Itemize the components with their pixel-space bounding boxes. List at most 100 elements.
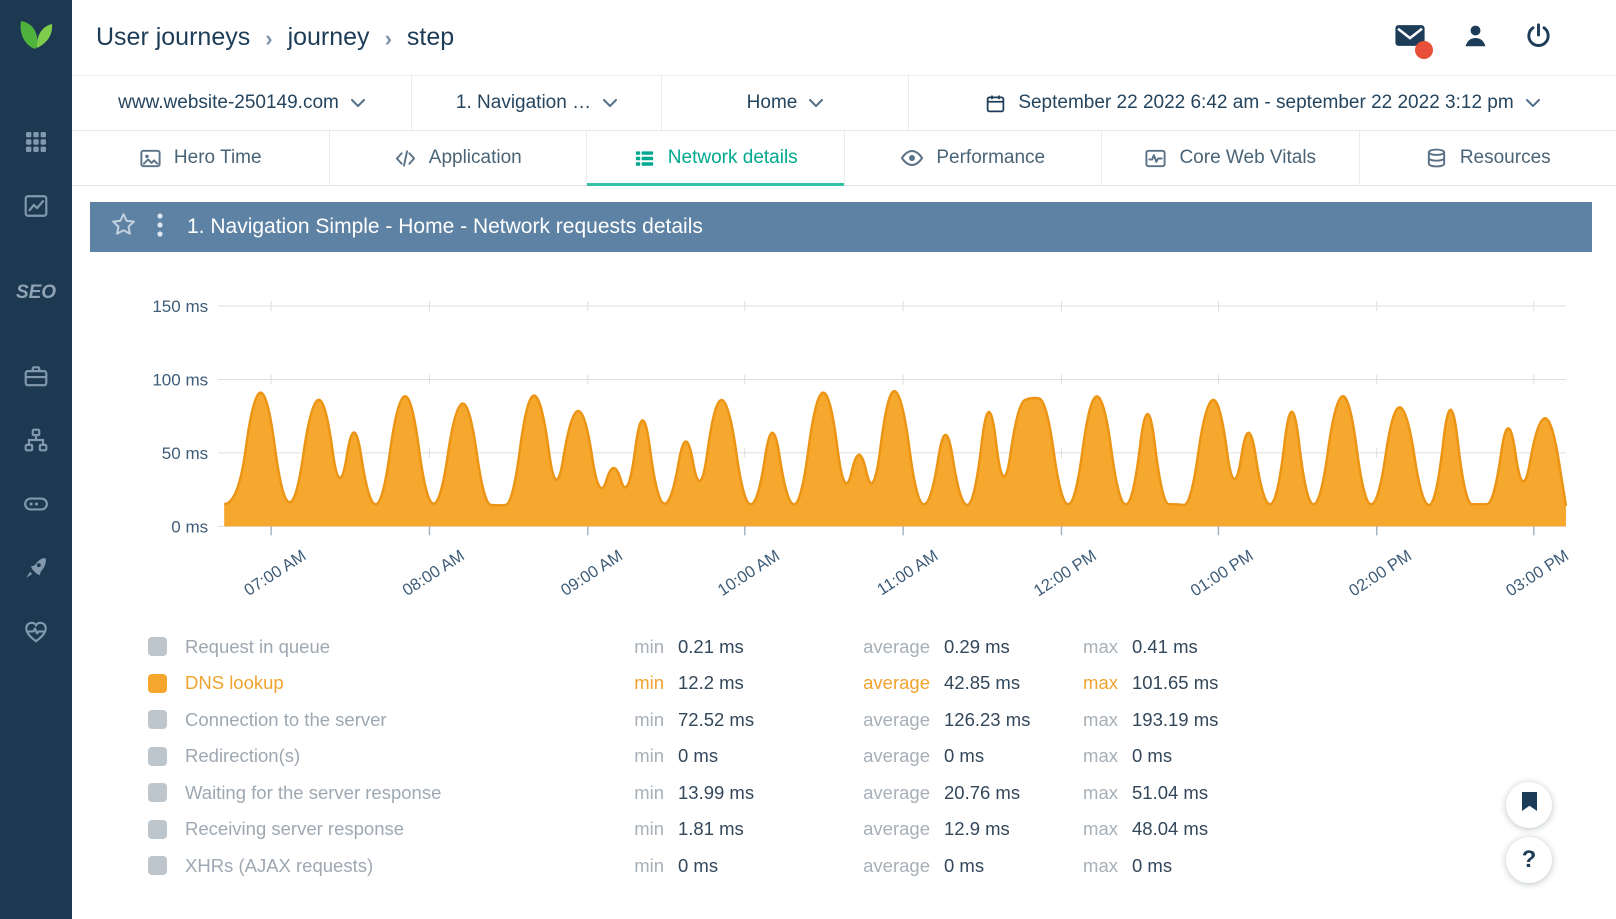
code-icon xyxy=(394,147,417,170)
series-label[interactable]: Connection to the server xyxy=(185,708,387,730)
svg-text:150 ms: 150 ms xyxy=(152,297,208,316)
average-value: 42.85 ms xyxy=(944,672,1021,694)
apps-grid-icon xyxy=(24,130,48,159)
sidebar-item-analytics[interactable] xyxy=(22,194,50,222)
series-label[interactable]: Receiving server response xyxy=(185,818,405,840)
max-value: 48.04 ms xyxy=(1132,818,1209,840)
max-label: max xyxy=(1083,635,1118,657)
tab-resources[interactable]: Resources xyxy=(1360,131,1616,185)
breadcrumb: User journeys › journey › step xyxy=(96,23,454,52)
sidebar-item-health[interactable] xyxy=(22,620,50,648)
series-toggle[interactable] xyxy=(148,710,167,730)
breadcrumb-step[interactable]: step xyxy=(406,23,455,51)
account-button[interactable] xyxy=(1462,22,1489,54)
step-select[interactable]: Home xyxy=(662,76,909,130)
bookmark-button[interactable] xyxy=(1506,782,1552,828)
sidebar-item-apps[interactable] xyxy=(22,130,50,158)
sidebar-item-hosting[interactable] xyxy=(22,492,50,520)
chevron-down-icon xyxy=(1525,98,1540,108)
vitals-monitor-icon xyxy=(1144,147,1167,170)
resources-stack-icon xyxy=(1425,147,1448,170)
messages-button[interactable] xyxy=(1394,23,1433,59)
sidebar-item-sitemap[interactable] xyxy=(22,428,50,456)
average-value: 126.23 ms xyxy=(944,708,1031,730)
series-toggle[interactable] xyxy=(148,856,167,876)
svg-text:50 ms: 50 ms xyxy=(162,444,208,463)
series-toggle[interactable] xyxy=(148,673,167,693)
svg-text:02:00 PM: 02:00 PM xyxy=(1345,546,1415,600)
envelope-icon xyxy=(1394,23,1426,53)
min-label: min xyxy=(634,708,664,730)
sidebar-item-seo[interactable]: SEO xyxy=(15,282,57,303)
series-label[interactable]: XHRs (AJAX requests) xyxy=(185,854,374,876)
svg-text:07:00 AM: 07:00 AM xyxy=(240,546,309,600)
content-area: 1. Navigation Simple - Home - Network re… xyxy=(72,186,1616,919)
tab-performance[interactable]: Performance xyxy=(845,131,1102,185)
chart-area[interactable]: 0 ms 50 ms 100 ms 150 ms 07:00 AM 08:00 AM 09:… xyxy=(90,252,1592,614)
top-header: User journeys › journey › step xyxy=(72,0,1616,76)
min-label: min xyxy=(634,781,664,803)
series-label[interactable]: DNS lookup xyxy=(185,672,284,694)
average-label: average xyxy=(863,745,930,767)
star-icon xyxy=(110,211,137,243)
tab-application[interactable]: Application xyxy=(330,131,587,185)
eye-icon xyxy=(900,146,924,170)
series-label[interactable]: Redirection(s) xyxy=(185,745,301,767)
series-label[interactable]: Request in queue xyxy=(185,635,331,657)
date-range-select[interactable]: September 22 2022 6:42 am - september 22… xyxy=(909,76,1616,130)
legend-row: XHRs (AJAX requests) min 0 ms average 0 … xyxy=(148,847,1592,884)
average-label: average xyxy=(863,818,930,840)
breadcrumb-journey[interactable]: journey xyxy=(287,23,370,51)
series-toggle[interactable] xyxy=(148,819,167,839)
calendar-icon xyxy=(985,93,1006,114)
help-button[interactable]: ? xyxy=(1506,837,1552,883)
website-select-value: www.website-250149.com xyxy=(118,92,339,113)
queue-list-icon xyxy=(633,147,656,170)
tab-core-web-vitals[interactable]: Core Web Vitals xyxy=(1102,131,1360,185)
average-value: 0.29 ms xyxy=(944,635,1010,657)
legend-row: Redirection(s) min 0 ms average 0 ms max… xyxy=(148,738,1592,775)
tab-network-details[interactable]: Network details xyxy=(587,131,845,186)
legend-row: DNS lookup min 12.2 ms average 42.85 ms … xyxy=(148,665,1592,702)
series-label[interactable]: Waiting for the server response xyxy=(185,781,442,803)
kebab-menu-icon xyxy=(157,212,163,243)
average-label: average xyxy=(863,672,930,694)
average-value: 12.9 ms xyxy=(944,818,1010,840)
series-toggle[interactable] xyxy=(148,637,167,657)
app-logo[interactable] xyxy=(0,0,72,72)
series-toggle[interactable] xyxy=(148,746,167,766)
series-toggle[interactable] xyxy=(148,783,167,803)
filter-row: www.website-250149.com 1. Navigation … H… xyxy=(72,76,1616,131)
max-value: 193.19 ms xyxy=(1132,708,1219,730)
favorite-button[interactable] xyxy=(110,211,137,243)
sidebar-item-projects[interactable] xyxy=(22,364,50,392)
server-icon xyxy=(23,491,49,522)
tab-label: Hero Time xyxy=(173,147,262,168)
max-label: max xyxy=(1083,818,1118,840)
max-value: 0 ms xyxy=(1132,745,1173,767)
min-label: min xyxy=(634,818,664,840)
svg-text:100 ms: 100 ms xyxy=(152,370,208,389)
breadcrumb-user-journeys[interactable]: User journeys xyxy=(96,23,251,51)
svg-text:10:00 AM: 10:00 AM xyxy=(714,546,783,600)
network-chart: 0 ms 50 ms 100 ms 150 ms 07:00 AM 08:00 AM 09:… xyxy=(152,297,1572,600)
logout-button[interactable] xyxy=(1525,22,1552,54)
sidebar-nav: SEO xyxy=(16,130,56,648)
user-icon xyxy=(1462,22,1489,54)
tab-hero-time[interactable]: Hero Time xyxy=(72,131,330,185)
svg-text:03:00 PM: 03:00 PM xyxy=(1502,546,1572,600)
panel-menu-button[interactable] xyxy=(157,212,163,243)
chevron-down-icon xyxy=(603,98,618,108)
website-select[interactable]: www.website-250149.com xyxy=(72,76,412,130)
tab-label: Core Web Vitals xyxy=(1179,147,1317,168)
max-value: 101.65 ms xyxy=(1132,672,1219,694)
min-value: 0.21 ms xyxy=(678,635,744,657)
max-label: max xyxy=(1083,708,1118,730)
breadcrumb-separator: › xyxy=(265,25,273,51)
min-label: min xyxy=(634,745,664,767)
journey-select[interactable]: 1. Navigation … xyxy=(412,76,662,130)
sidebar-item-speed[interactable] xyxy=(22,556,50,584)
max-label: max xyxy=(1083,745,1118,767)
image-icon xyxy=(139,147,162,170)
legend-row: Connection to the server min 72.52 ms av… xyxy=(148,701,1592,738)
